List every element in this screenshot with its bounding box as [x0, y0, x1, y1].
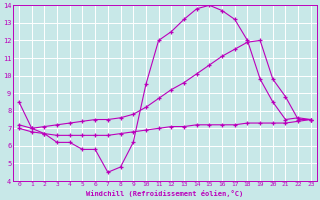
X-axis label: Windchill (Refroidissement éolien,°C): Windchill (Refroidissement éolien,°C)	[86, 190, 244, 197]
